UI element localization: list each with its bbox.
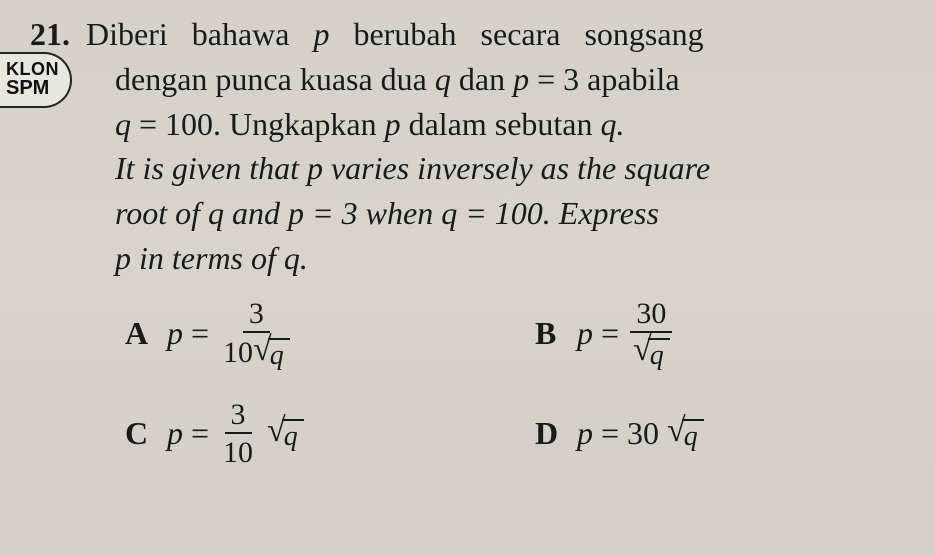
radicand: q [282, 419, 304, 451]
option-c-equation: p = 3 10 √q [167, 400, 304, 468]
square-root: √q [633, 337, 670, 369]
fraction: 3 10 [217, 400, 259, 468]
square-root: √q [253, 337, 290, 369]
option-a-equation: p = 3 10√q [167, 299, 296, 369]
variable-p: p [167, 415, 183, 452]
question-line-1: 21. Diberi bahawa p berubah secara songs… [30, 12, 905, 57]
denominator: 10 [217, 434, 259, 468]
text: = 100. Ungkapkan [139, 106, 377, 142]
square-root: √q [267, 418, 304, 450]
denominator: 10√q [217, 333, 296, 369]
option-letter: C [125, 415, 167, 452]
radicand: q [268, 338, 290, 370]
radicand: q [648, 338, 670, 370]
variable-q: q. [601, 106, 625, 142]
text: dan [459, 61, 505, 97]
text: bahawa [192, 16, 290, 52]
numerator: 30 [630, 299, 672, 333]
coefficient: 10 [223, 336, 253, 369]
text: dengan punca kuasa dua [115, 61, 427, 97]
option-d-equation: p = 30√q [577, 415, 704, 452]
badge-line-2: SPM [6, 78, 70, 98]
coefficient: 30 [627, 415, 659, 452]
text: Diberi [86, 16, 168, 52]
text: songsang [584, 16, 703, 52]
klon-spm-badge: KLON SPM [0, 52, 72, 108]
variable-p: p [385, 106, 401, 142]
equals-sign: = [601, 415, 619, 452]
question-line-2: dengan punca kuasa dua q dan p = 3 apabi… [30, 57, 905, 102]
option-b: B p = 30 √q [535, 289, 925, 379]
text: dalam sebutan [409, 106, 593, 142]
text: berubah [353, 16, 456, 52]
denominator: √q [627, 333, 676, 369]
text: secara [481, 16, 561, 52]
square-root: √q [667, 418, 704, 450]
option-b-equation: p = 30 √q [577, 299, 676, 369]
variable-p: p [577, 415, 593, 452]
equals-sign: = [191, 315, 209, 352]
variable-q: q [115, 106, 131, 142]
equals-sign: = [191, 415, 209, 452]
question-line-3: q = 100. Ungkapkan p dalam sebutan q. [30, 102, 905, 147]
variable-q: q [435, 61, 451, 97]
variable-p: p [167, 315, 183, 352]
option-d: D p = 30√q [535, 389, 925, 479]
options-grid: A p = 3 10√q B p = 30 [30, 281, 905, 479]
option-letter: A [125, 315, 167, 352]
fraction: 3 10√q [217, 299, 296, 369]
question-number: 21. [30, 16, 70, 52]
variable-p: p [313, 16, 329, 52]
option-letter: B [535, 315, 577, 352]
question-line-5-english: root of q and p = 3 when q = 100. Expres… [30, 191, 905, 236]
fraction: 30 √q [627, 299, 676, 369]
numerator: 3 [225, 400, 252, 434]
radicand: q [682, 419, 704, 451]
equals-sign: = [601, 315, 619, 352]
text: = 3 apabila [537, 61, 679, 97]
option-a: A p = 3 10√q [125, 289, 515, 379]
page: { "question": { "number": "21.", "line1_… [0, 0, 935, 556]
option-letter: D [535, 415, 577, 452]
variable-p: p [513, 61, 529, 97]
option-c: C p = 3 10 √q [125, 389, 515, 479]
question-line-4-english: It is given that p varies inversely as t… [30, 146, 905, 191]
question-line-6-english: p in terms of q. [30, 236, 905, 281]
variable-p: p [577, 315, 593, 352]
numerator: 3 [243, 299, 270, 333]
badge-line-1: KLON [6, 60, 70, 78]
